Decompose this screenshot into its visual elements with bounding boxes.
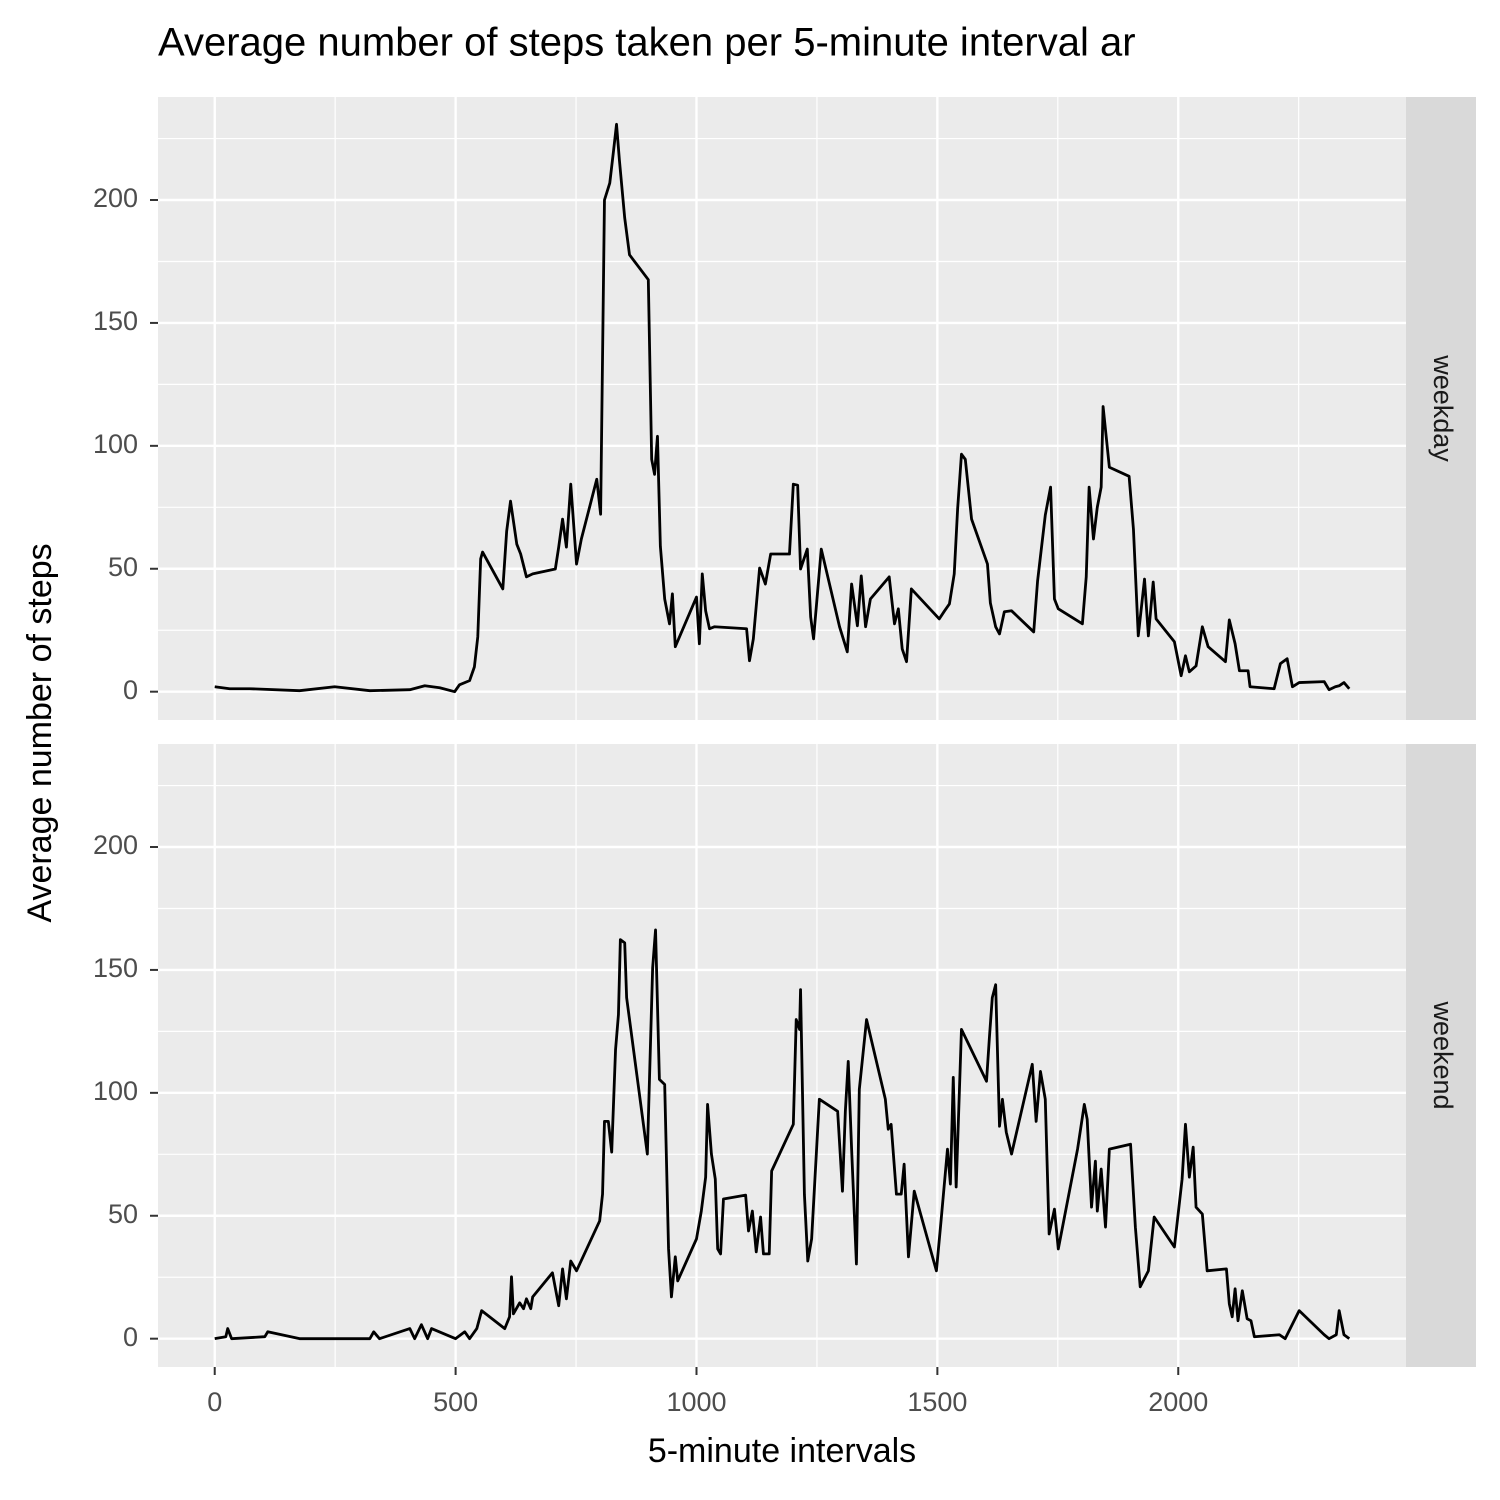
chart-title: Average number of steps taken per 5-minu… (158, 21, 1136, 65)
data-line (214, 122, 1351, 694)
data-line (214, 928, 1351, 1341)
facet-label: weekend (1428, 1000, 1458, 1109)
y-tick-label: 50 (108, 552, 138, 582)
x-tick-label: 0 (207, 1387, 222, 1417)
x-tick-label: 1500 (907, 1387, 967, 1417)
y-tick-label: 200 (93, 830, 138, 860)
x-axis-label: 5-minute intervals (648, 1432, 916, 1470)
x-tick-label: 1000 (666, 1387, 726, 1417)
y-tick-label: 100 (93, 429, 138, 459)
y-tick-label: 0 (123, 675, 138, 705)
panel-background (158, 97, 1406, 720)
y-tick-label: 0 (123, 1322, 138, 1352)
panel-background (158, 744, 1406, 1367)
y-axis-label: Average number of steps (21, 543, 59, 922)
facet-strip (1406, 97, 1476, 720)
y-tick-label: 150 (93, 306, 138, 336)
y-tick-label: 200 (93, 183, 138, 213)
y-tick-label: 100 (93, 1076, 138, 1106)
facet-label: weekday (1428, 354, 1458, 462)
y-tick-label: 150 (93, 953, 138, 983)
x-tick-label: 2000 (1148, 1387, 1208, 1417)
y-tick-label: 50 (108, 1199, 138, 1229)
x-tick-label: 500 (433, 1387, 478, 1417)
facet-strip (1406, 744, 1476, 1367)
